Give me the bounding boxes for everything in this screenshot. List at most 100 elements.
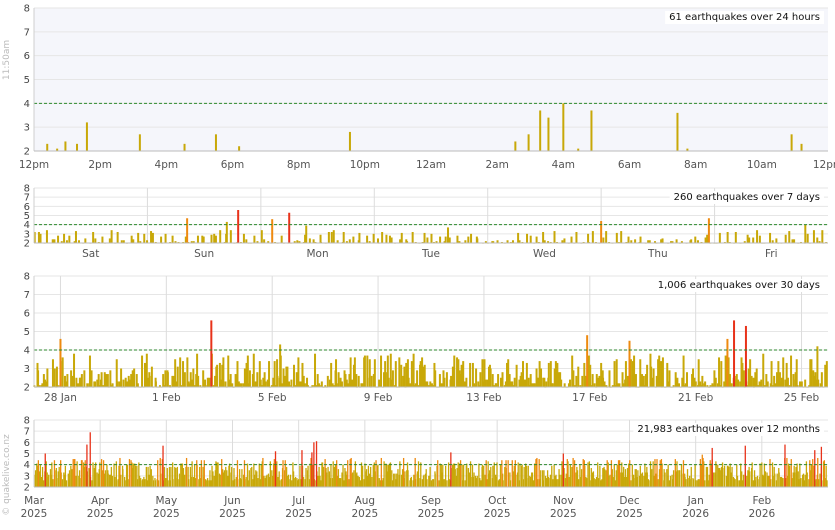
quake-bar xyxy=(161,459,163,487)
quake-bar xyxy=(592,471,595,487)
quake-bar xyxy=(285,366,288,387)
quake-bar xyxy=(386,464,388,487)
quake-bar xyxy=(617,460,620,487)
quake-bar xyxy=(511,240,514,243)
quake-bar xyxy=(508,374,511,387)
quake-bar xyxy=(753,470,756,487)
quake-bar xyxy=(734,232,737,243)
quake-bar xyxy=(387,464,390,487)
quake-bar xyxy=(152,475,154,487)
quake-bar xyxy=(121,465,124,487)
quake-bar xyxy=(723,381,726,387)
quake-bar xyxy=(705,466,708,487)
quake-bar xyxy=(171,375,174,387)
quake-bar xyxy=(318,383,321,387)
quake-bar xyxy=(53,460,56,487)
quake-bar xyxy=(817,457,819,487)
quake-bar xyxy=(314,353,317,387)
quake-bar xyxy=(475,236,478,243)
quake-bar xyxy=(685,479,687,487)
quake-bar xyxy=(504,381,507,387)
quake-bar xyxy=(600,221,603,243)
quake-bar xyxy=(39,233,42,243)
quake-bar xyxy=(145,466,147,487)
quake-bar xyxy=(330,464,332,487)
quake-bar xyxy=(478,463,480,487)
quake-bar xyxy=(293,364,296,387)
quake-bar xyxy=(804,474,806,487)
quake-bar xyxy=(581,375,584,387)
quake-bar xyxy=(136,465,138,487)
quake-bar xyxy=(549,361,552,387)
quake-bar xyxy=(504,466,506,487)
quake-bar xyxy=(532,383,535,387)
quake-bar xyxy=(34,470,37,487)
quake-bar xyxy=(724,355,727,387)
quake-bar xyxy=(225,466,227,487)
quake-bar xyxy=(381,480,383,487)
quake-bar xyxy=(350,457,352,487)
quake-bar xyxy=(236,460,239,487)
quake-bar xyxy=(262,377,265,387)
x-tick-year: 2025 xyxy=(616,508,643,520)
y-tick-label: 8 xyxy=(24,184,30,195)
quake-bar xyxy=(74,231,77,243)
quake-bar xyxy=(118,465,120,487)
quake-bar xyxy=(222,357,225,387)
quake-bar xyxy=(655,375,658,387)
quake-bar xyxy=(227,355,230,387)
quake-bar xyxy=(587,233,590,243)
quake-bar xyxy=(245,362,248,387)
quake-bar xyxy=(778,468,780,487)
quake-bar xyxy=(311,385,314,387)
quake-bar xyxy=(128,459,131,487)
quake-bar xyxy=(498,479,501,487)
quake-bar xyxy=(106,374,109,387)
quake-bar xyxy=(84,238,87,243)
quake-bar xyxy=(812,370,815,387)
quake-bar xyxy=(639,465,641,487)
quake-bar xyxy=(33,232,36,243)
quake-bar xyxy=(397,469,399,487)
quake-bar xyxy=(688,478,690,487)
quake-bar xyxy=(92,232,95,243)
quake-bar xyxy=(537,377,540,387)
quake-bar xyxy=(335,359,338,387)
quake-bar xyxy=(559,372,562,387)
quake-bar xyxy=(357,475,359,487)
quake-bar xyxy=(419,478,421,487)
quake-bar xyxy=(714,472,716,487)
quake-bar xyxy=(774,383,777,387)
quake-bar xyxy=(515,364,518,387)
quake-bar xyxy=(266,379,269,387)
x-tick-label: 13 Feb xyxy=(466,392,502,404)
quake-bar xyxy=(797,471,799,487)
quake-bar xyxy=(297,479,300,487)
x-tick-label: 2am xyxy=(485,159,508,171)
quake-bar xyxy=(506,240,509,243)
quake-bar xyxy=(808,479,810,487)
quake-bar xyxy=(315,441,318,487)
quake-bar xyxy=(237,381,240,387)
quake-bar xyxy=(726,232,729,243)
quake-bar xyxy=(771,385,774,387)
quake-bar xyxy=(90,370,93,387)
quake-bar xyxy=(800,143,803,151)
quake-bar xyxy=(440,464,442,487)
quake-bar xyxy=(820,372,823,387)
quake-bar xyxy=(394,473,396,487)
quake-bar xyxy=(457,462,459,487)
quake-bar xyxy=(253,474,256,487)
quake-bar xyxy=(213,475,215,487)
quake-bar xyxy=(65,480,68,487)
quake-bar xyxy=(301,362,304,387)
quake-bar xyxy=(102,385,105,387)
quake-bar xyxy=(469,362,472,387)
quake-bar xyxy=(263,372,266,387)
quake-bar xyxy=(522,361,525,387)
quake-bar xyxy=(405,362,408,387)
quake-bar xyxy=(115,359,118,387)
quake-bar xyxy=(583,460,585,487)
quake-bar xyxy=(182,361,185,387)
quake-bar xyxy=(127,375,130,387)
